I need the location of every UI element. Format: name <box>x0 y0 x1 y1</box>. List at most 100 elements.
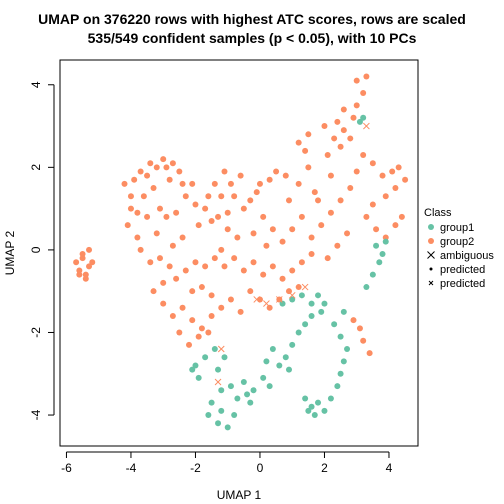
group2-point <box>195 222 202 229</box>
group2-point <box>202 205 209 212</box>
group2-point <box>360 90 367 97</box>
group2-point <box>79 251 86 258</box>
group1-point <box>340 308 347 315</box>
ambiguous-point <box>263 300 270 307</box>
group2-point <box>269 263 276 270</box>
group1-point <box>244 391 251 398</box>
group1-point <box>247 399 254 406</box>
ambiguous-point <box>253 296 261 303</box>
group2-point <box>392 222 399 229</box>
group2-point <box>173 275 180 282</box>
group2-point <box>308 234 315 241</box>
group2-point <box>389 168 396 175</box>
group1-point <box>202 354 209 361</box>
group1-point <box>360 114 367 121</box>
group2-point <box>240 267 247 274</box>
group2-point <box>215 213 222 220</box>
group2-point <box>227 296 234 303</box>
group2-point <box>153 230 160 237</box>
x-axis: -6 -4 -2 0 2 4 <box>61 451 393 475</box>
group2-point <box>198 325 205 332</box>
group1-point <box>315 399 322 406</box>
group1-point <box>337 370 344 377</box>
group2-point <box>311 189 318 196</box>
group2-point <box>334 242 341 249</box>
group2-point <box>82 275 89 282</box>
group2-point <box>327 209 334 216</box>
group2-point <box>285 197 292 204</box>
group2-point <box>121 180 128 187</box>
legend-marker <box>429 267 433 271</box>
group2-point <box>176 168 183 175</box>
group1-point <box>369 271 376 278</box>
group2-point <box>234 234 241 241</box>
group2-point <box>305 131 312 138</box>
group2-point <box>179 234 186 241</box>
group1-point <box>363 284 370 291</box>
group2-point <box>350 114 357 121</box>
legend-label: predicted <box>440 264 485 276</box>
group2-point <box>176 329 183 336</box>
group2-point <box>173 209 180 216</box>
group2-point <box>266 304 273 311</box>
group2-point <box>237 308 244 315</box>
legend-marker <box>428 280 434 286</box>
group2-point <box>179 180 186 187</box>
y-tick-label: -4 <box>29 409 43 420</box>
group1-point <box>376 259 383 266</box>
ambiguous-point <box>214 378 222 386</box>
group2-point <box>227 180 234 187</box>
legend-item: ambiguous <box>427 250 494 262</box>
group2-point <box>250 230 257 237</box>
group1-point <box>373 242 380 249</box>
group2-point <box>169 242 176 249</box>
legend-marker <box>427 251 435 259</box>
group2-point <box>179 304 186 311</box>
y-axis: -4 -2 0 2 4 <box>29 81 55 420</box>
legend-item: group1 <box>428 222 474 234</box>
ambiguous-point <box>301 283 309 291</box>
group2-point <box>124 222 131 229</box>
x-tick-label: 2 <box>321 461 328 475</box>
group1-point <box>266 383 273 390</box>
group1-point <box>211 345 218 352</box>
group2-point <box>195 333 202 340</box>
group1-point <box>276 362 283 369</box>
group2-point <box>224 209 231 216</box>
group2-point <box>279 275 286 282</box>
group2-point <box>356 325 363 332</box>
group2-point <box>340 106 347 113</box>
group2-point <box>144 213 151 220</box>
group2-point <box>334 118 341 125</box>
group1-point <box>215 420 222 427</box>
group2-point <box>360 337 367 344</box>
group2-point <box>150 184 157 191</box>
group2-point <box>353 168 360 175</box>
group1-point <box>318 308 325 315</box>
group1-point <box>337 333 344 340</box>
group2-point <box>169 160 176 167</box>
group2-point <box>137 246 144 253</box>
ambiguous-point <box>275 296 283 303</box>
group2-point <box>211 255 218 262</box>
group2-point <box>253 189 260 196</box>
group2-point <box>147 259 154 266</box>
group1-point <box>260 374 267 381</box>
group2-point <box>347 135 354 142</box>
group2-point <box>169 312 176 319</box>
group2-point <box>224 226 231 233</box>
group2-point <box>256 180 263 187</box>
group2-point <box>369 201 376 208</box>
group2-point <box>76 267 83 274</box>
group2-point <box>379 172 386 179</box>
group2-point <box>73 259 80 266</box>
group2-point <box>150 288 157 295</box>
group2-point <box>315 197 322 204</box>
group2-point <box>302 147 309 154</box>
group1-point <box>289 296 296 303</box>
group2-point <box>192 259 199 266</box>
group1-point <box>279 300 286 307</box>
group2-point <box>208 218 215 225</box>
x-tick-label: 0 <box>257 461 264 475</box>
